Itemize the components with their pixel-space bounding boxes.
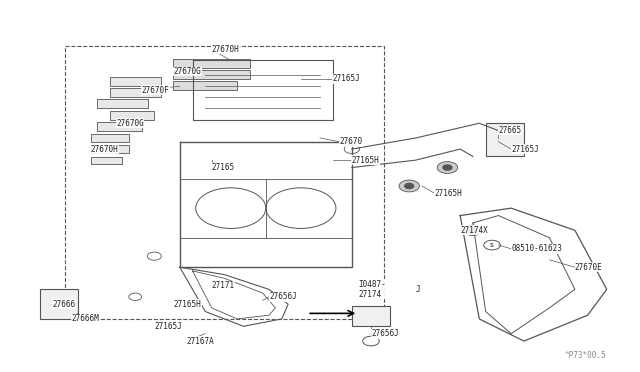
Text: 27656J: 27656J bbox=[269, 292, 297, 301]
Text: ^P73*00.5: ^P73*00.5 bbox=[565, 350, 607, 359]
Text: 27666M: 27666M bbox=[72, 314, 99, 323]
Bar bbox=[91, 145, 129, 153]
Text: 27165H: 27165H bbox=[352, 155, 380, 165]
Text: 27666: 27666 bbox=[52, 300, 76, 309]
Text: I0487-
27174: I0487- 27174 bbox=[358, 280, 386, 299]
Bar bbox=[173, 59, 250, 68]
Text: 27165J: 27165J bbox=[154, 322, 182, 331]
Bar bbox=[109, 77, 161, 86]
Text: 27165J: 27165J bbox=[511, 145, 539, 154]
Text: J: J bbox=[415, 285, 420, 294]
Text: 27171: 27171 bbox=[212, 281, 235, 290]
Bar bbox=[173, 70, 250, 79]
Bar bbox=[91, 157, 122, 164]
Text: 27167A: 27167A bbox=[186, 337, 214, 346]
Text: 27670G: 27670G bbox=[116, 119, 144, 128]
Text: 27670E: 27670E bbox=[575, 263, 603, 272]
FancyBboxPatch shape bbox=[352, 306, 390, 326]
Bar bbox=[109, 112, 154, 119]
Circle shape bbox=[464, 225, 482, 235]
Circle shape bbox=[404, 183, 413, 189]
Bar bbox=[173, 81, 237, 90]
Text: 08510-61623: 08510-61623 bbox=[511, 244, 562, 253]
Text: 27670: 27670 bbox=[339, 137, 362, 146]
Text: 27174X: 27174X bbox=[460, 226, 488, 235]
Circle shape bbox=[437, 161, 458, 173]
Text: S: S bbox=[490, 243, 494, 248]
Bar bbox=[91, 134, 129, 142]
FancyBboxPatch shape bbox=[40, 289, 78, 319]
Text: 27165H: 27165H bbox=[173, 300, 201, 309]
Text: 27165H: 27165H bbox=[435, 189, 463, 198]
Text: 27670G: 27670G bbox=[173, 67, 201, 76]
Text: 27665: 27665 bbox=[499, 126, 522, 135]
Circle shape bbox=[399, 180, 419, 192]
Text: 27656J: 27656J bbox=[371, 329, 399, 338]
Text: 27165J: 27165J bbox=[333, 74, 360, 83]
Circle shape bbox=[443, 165, 452, 170]
Bar bbox=[97, 122, 141, 131]
Text: 27670H: 27670H bbox=[91, 145, 118, 154]
Text: 27670F: 27670F bbox=[141, 86, 170, 94]
Bar bbox=[109, 88, 161, 97]
FancyBboxPatch shape bbox=[486, 123, 524, 157]
Circle shape bbox=[469, 228, 477, 232]
Text: 27165: 27165 bbox=[212, 163, 235, 172]
Bar bbox=[97, 99, 148, 109]
Text: 27670H: 27670H bbox=[212, 45, 239, 54]
